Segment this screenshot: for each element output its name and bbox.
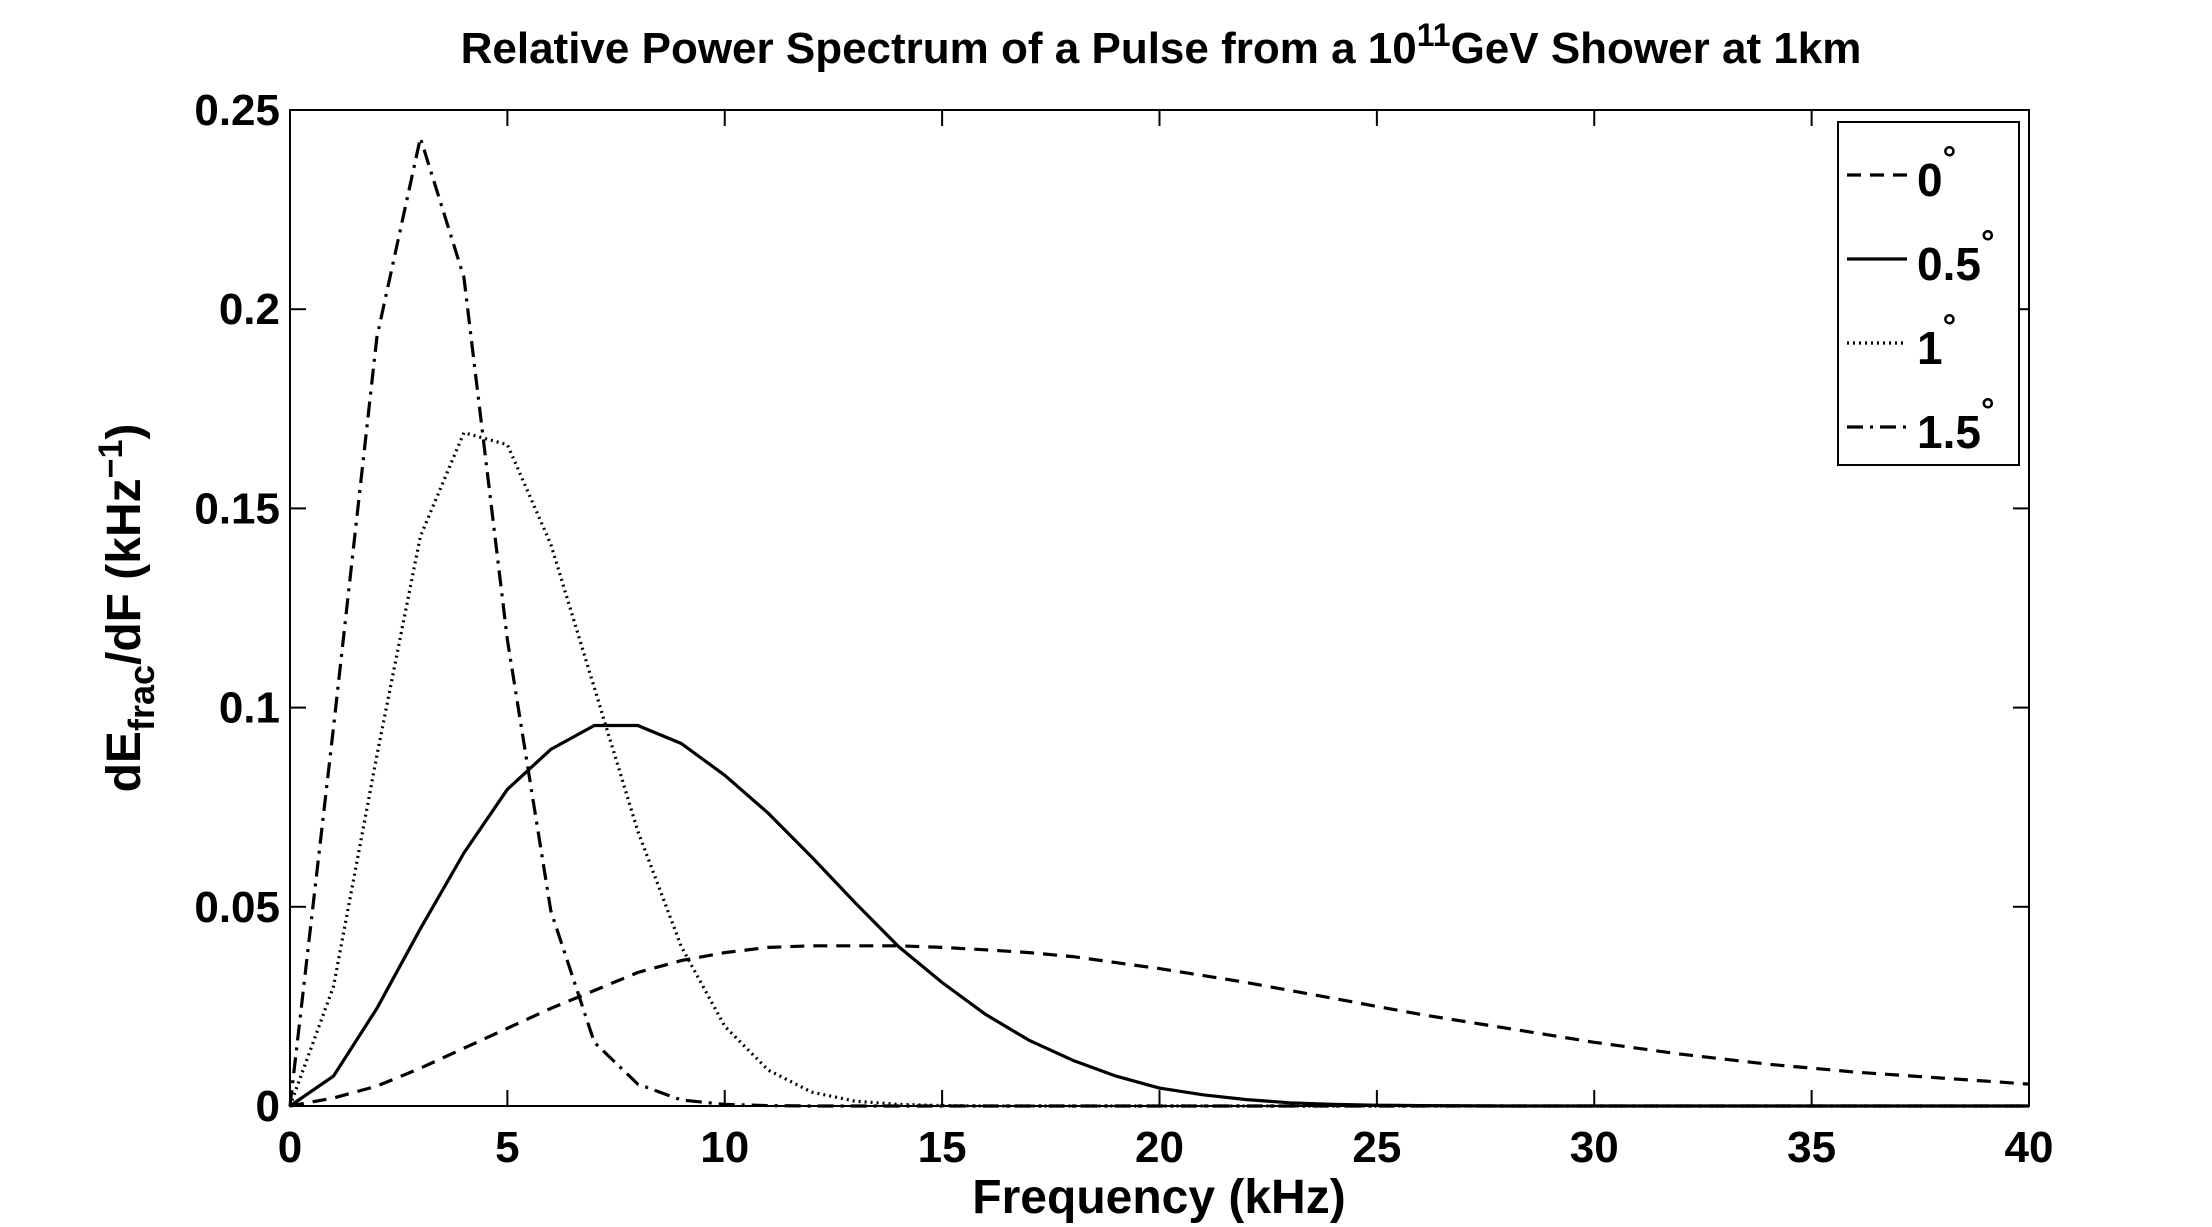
x-tick-labels: 0 5 10 15 20 25 30 35 40 <box>278 1123 2054 1172</box>
series-line-1-5-deg <box>288 136 2029 1108</box>
x-tick-label: 25 <box>1352 1123 1401 1172</box>
x-tick-label: 20 <box>1135 1123 1184 1172</box>
x-axis-label: Frequency (kHz) <box>972 1171 1345 1224</box>
x-tick-label: 35 <box>1787 1123 1836 1172</box>
x-tick-label: 0 <box>278 1123 302 1172</box>
y-tick-label: 0.2 <box>219 285 280 334</box>
x-tick-label: 15 <box>918 1123 967 1172</box>
degree-symbol: ° <box>1981 224 1995 262</box>
x-tick-label: 10 <box>700 1123 749 1172</box>
y-tick-labels: 0 0.05 0.1 0.15 0.2 0.25 <box>194 86 280 1131</box>
axis-ticks <box>289 109 2030 1107</box>
x-tick-label: 30 <box>1570 1123 1619 1172</box>
x-tick-label: 40 <box>2005 1123 2054 1172</box>
degree-symbol: ° <box>1943 140 1957 178</box>
series-line-0-5-deg <box>289 723 2029 1108</box>
x-tick-label: 5 <box>495 1123 519 1172</box>
series-line-1-deg <box>288 431 2029 1108</box>
y-tick-label: 0.1 <box>219 684 280 733</box>
degree-symbol: ° <box>1943 308 1957 346</box>
y-axis-label-superscript: −1 <box>92 440 130 479</box>
chart-title: Relative Power Spectrum of a Pulse from … <box>461 17 1862 73</box>
y-axis-label: dEfrac/dF (kHz−1) <box>92 424 162 793</box>
series-line-0-deg <box>289 944 2030 1108</box>
plot-area <box>289 109 2030 1107</box>
legend: 0°0.5°1°1.5° <box>1837 121 2020 466</box>
y-axis-label-subscript: frac <box>121 665 162 731</box>
legend-box <box>1837 121 2020 466</box>
chart-title-superscript: 11 <box>1417 17 1451 53</box>
y-tick-label: 0 <box>256 1082 280 1131</box>
y-tick-label: 0.05 <box>194 883 280 932</box>
series-layer <box>288 136 2030 1108</box>
degree-symbol: ° <box>1981 392 1995 430</box>
y-tick-label: 0.25 <box>194 86 280 135</box>
y-tick-label: 0.15 <box>194 484 280 533</box>
